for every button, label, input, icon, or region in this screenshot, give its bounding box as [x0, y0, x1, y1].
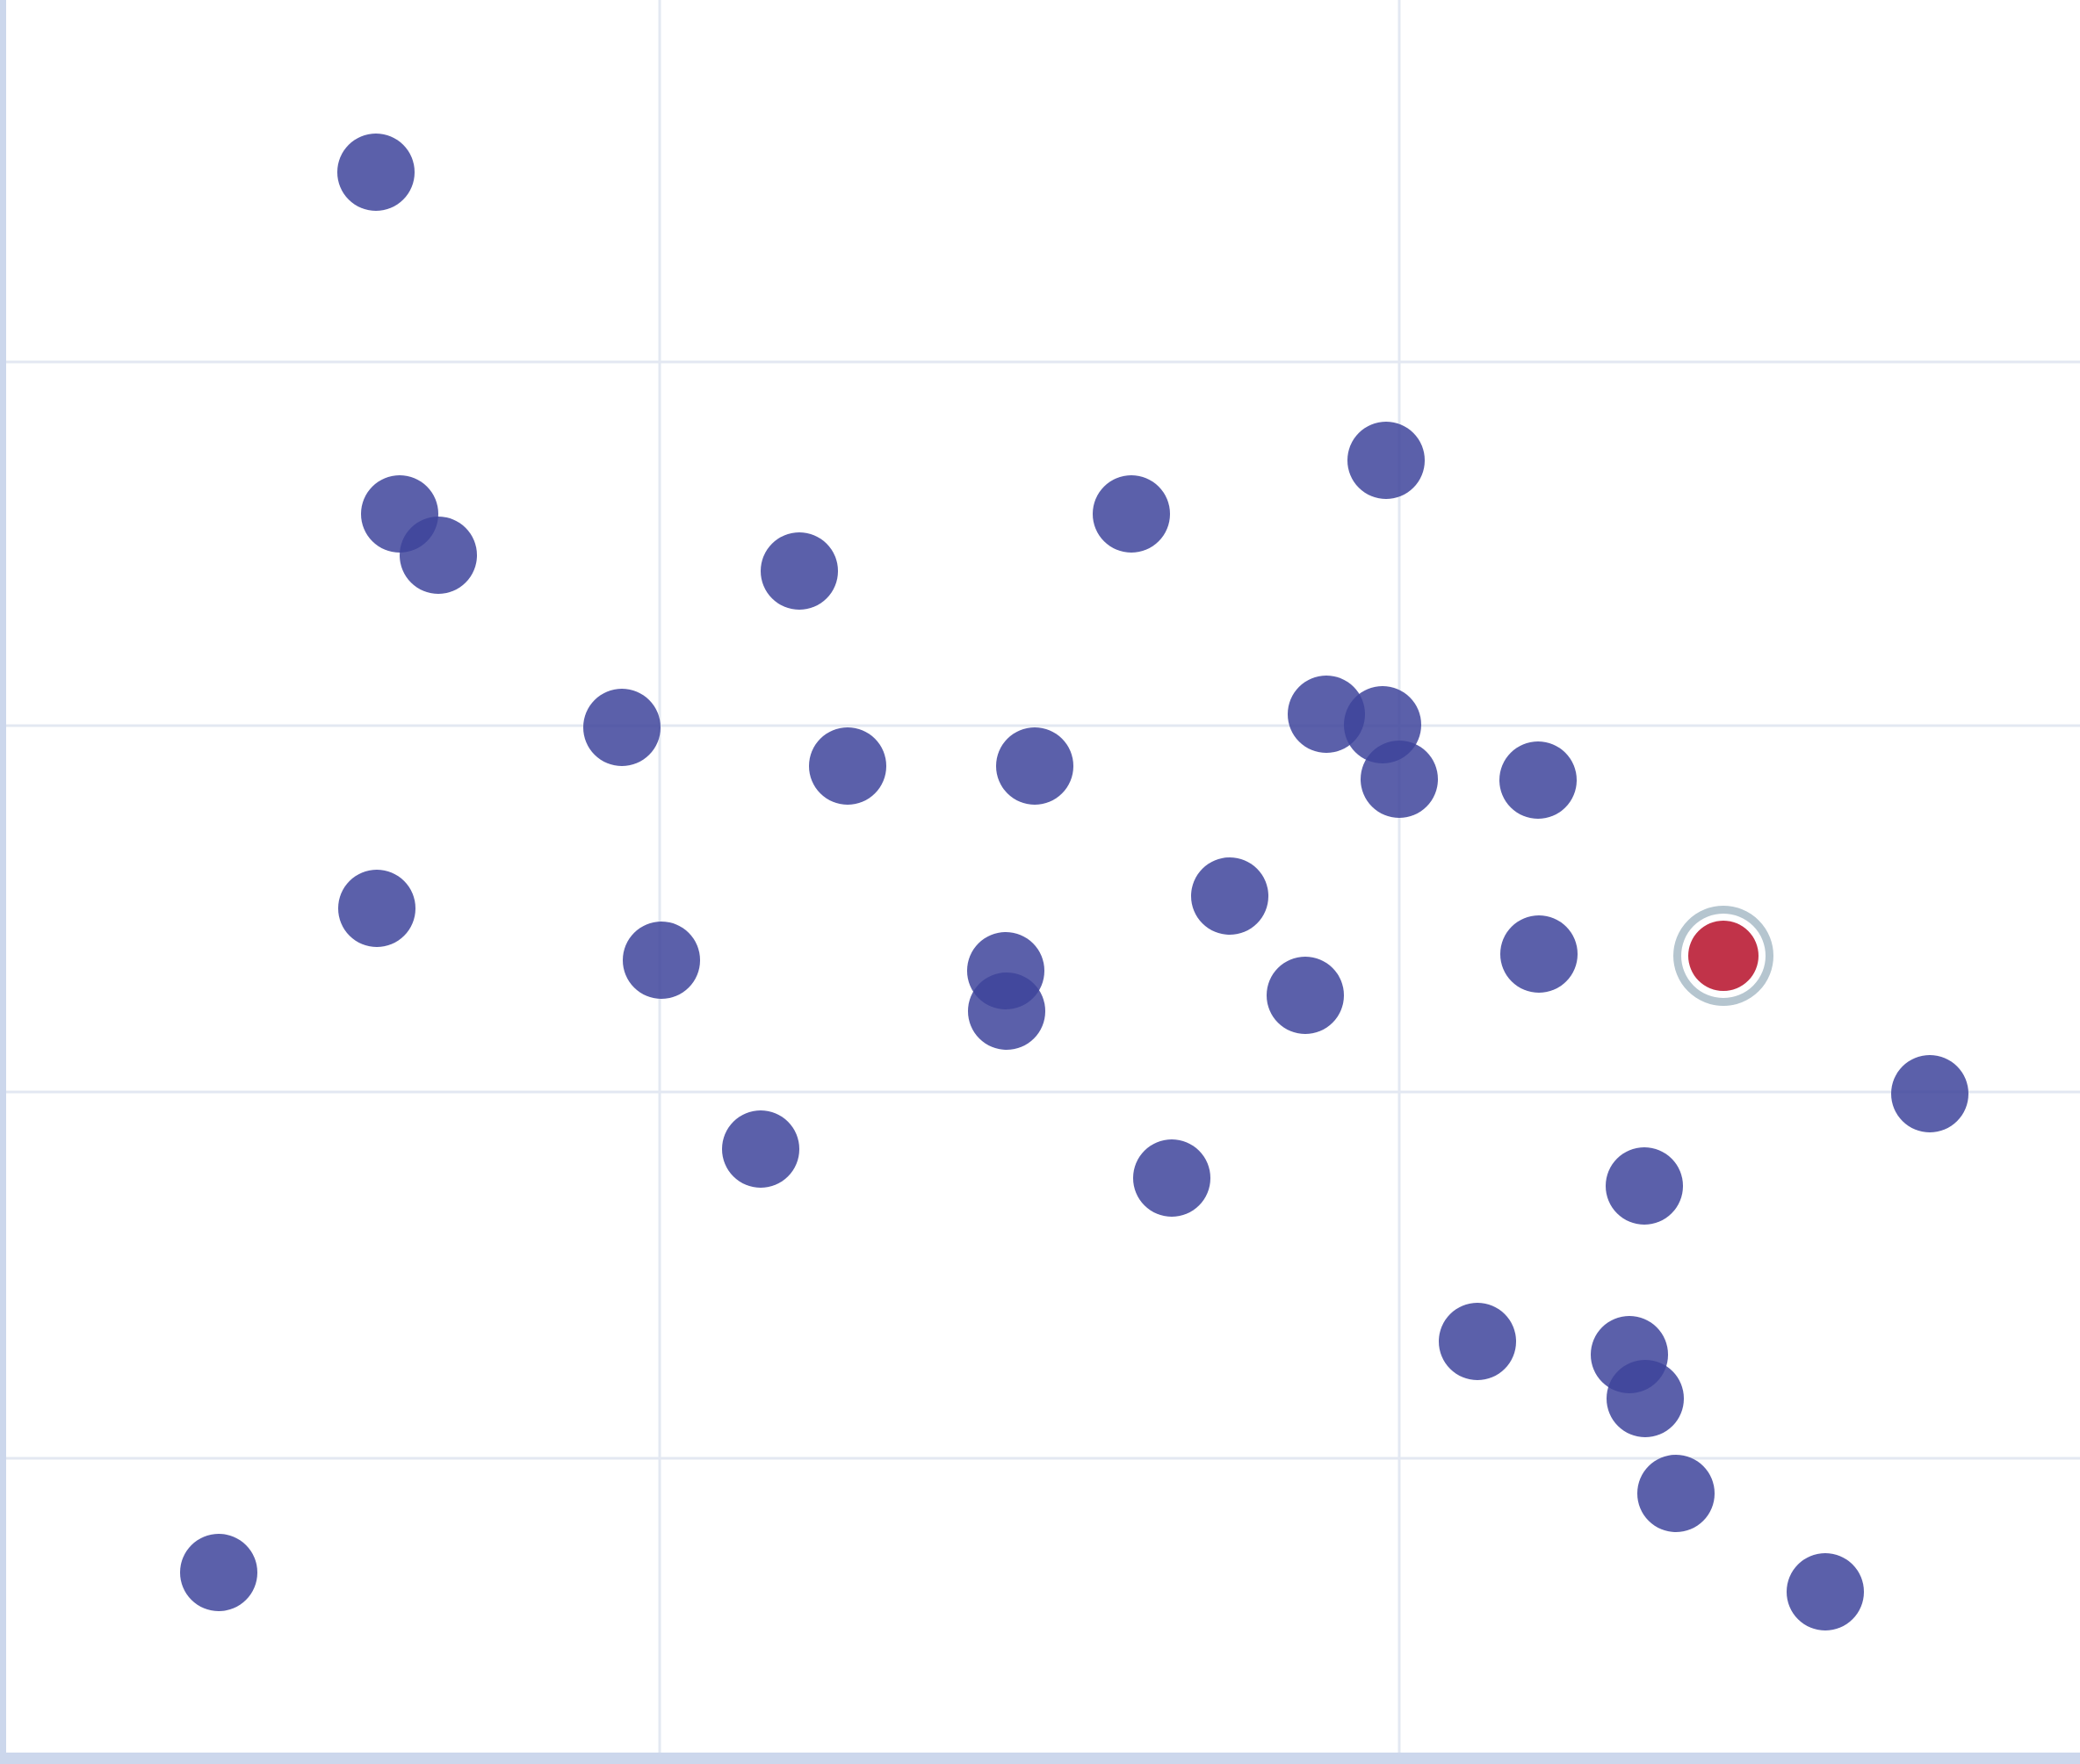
data-point[interactable] — [400, 517, 477, 594]
data-point[interactable] — [1267, 957, 1344, 1034]
data-point[interactable] — [1133, 1139, 1210, 1217]
data-point[interactable] — [968, 972, 1045, 1050]
x-axis-line — [0, 1753, 2080, 1764]
data-point[interactable] — [1607, 1360, 1684, 1437]
data-point[interactable] — [1637, 1455, 1715, 1532]
data-point[interactable] — [623, 922, 700, 999]
data-point[interactable] — [1606, 1147, 1683, 1225]
data-point[interactable] — [761, 532, 838, 610]
data-point[interactable] — [1787, 1553, 1864, 1630]
data-point[interactable] — [338, 870, 415, 947]
data-point[interactable] — [1093, 475, 1170, 553]
data-point[interactable] — [996, 727, 1073, 805]
data-point[interactable] — [1500, 915, 1578, 993]
data-point[interactable] — [1191, 857, 1268, 935]
y-axis-line — [0, 0, 6, 1764]
data-point[interactable] — [337, 134, 415, 211]
data-point[interactable] — [180, 1534, 257, 1611]
data-point[interactable] — [1499, 741, 1577, 819]
data-point[interactable] — [1347, 422, 1425, 499]
data-point[interactable] — [1891, 1055, 1968, 1132]
data-point[interactable] — [1361, 741, 1438, 818]
data-point[interactable] — [809, 727, 886, 805]
data-point[interactable] — [1439, 1303, 1516, 1380]
data-point[interactable] — [583, 689, 661, 766]
selected-data-point[interactable] — [1688, 921, 1759, 991]
data-point[interactable] — [722, 1110, 799, 1188]
